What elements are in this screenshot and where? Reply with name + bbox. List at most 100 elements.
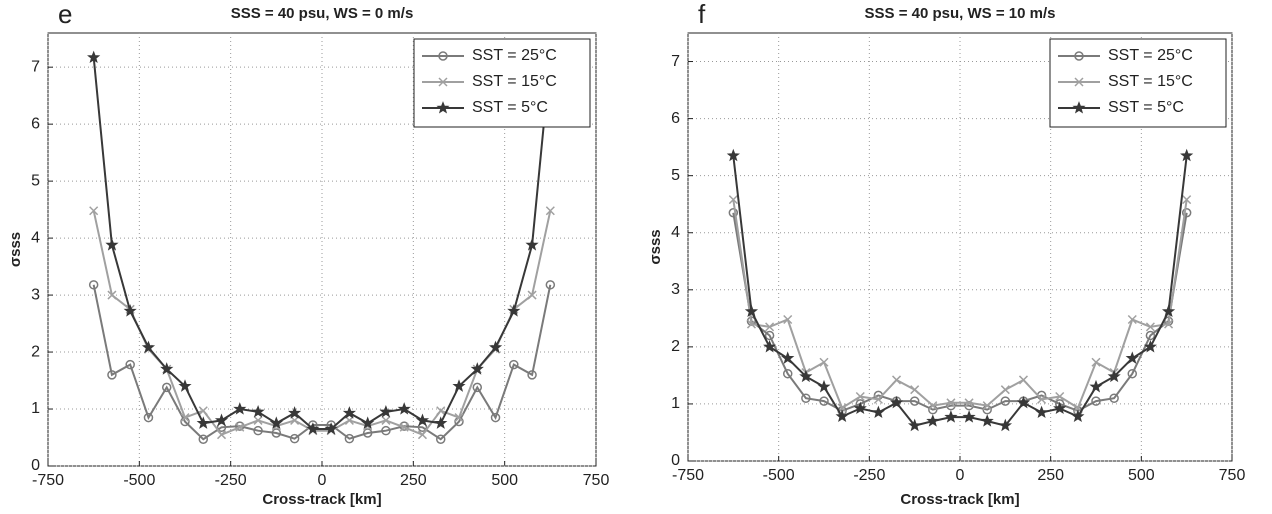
marker [344,415,354,425]
marker [527,290,537,300]
x-tick-label: 0 [318,472,327,489]
series-line [732,212,1188,412]
legend-label: SST = 25°C [472,47,557,64]
y-tick-label: 5 [31,172,40,189]
x-tick-label: -750 [32,472,64,489]
marker [1018,375,1029,385]
x-axis-label: Cross-track [km] [900,491,1019,508]
marker [1127,368,1138,379]
marker [928,401,938,411]
marker [1163,319,1174,329]
legend-marker [1074,51,1084,61]
x-tick-label: 500 [491,472,518,489]
marker [1182,195,1192,205]
marker [436,406,446,416]
marker [1091,357,1101,367]
marker [417,430,427,440]
marker [1037,394,1047,404]
series-line [92,284,552,441]
marker [269,416,283,429]
marker [545,206,555,216]
marker [125,359,135,370]
marker [233,402,247,415]
marker [178,379,192,392]
marker [89,206,99,216]
legend-label: SST = 15°C [472,73,557,90]
x-tick-label: 750 [1219,467,1246,484]
marker [1053,401,1067,415]
marker [1071,409,1085,423]
marker [1016,395,1031,409]
marker [799,369,813,383]
marker [728,195,738,205]
marker [1000,385,1010,395]
marker [509,359,519,370]
x-tick-label: 0 [956,467,965,484]
x-tick-label: 250 [400,472,427,489]
y-tick-label: 6 [671,110,680,127]
marker [944,410,958,423]
marker [342,406,356,419]
marker [271,428,282,438]
marker [527,370,537,380]
y-tick-label: 2 [31,343,40,360]
y-tick-label: 2 [671,338,680,355]
x-tick-label: -500 [763,467,795,484]
marker [819,396,829,406]
marker [1055,391,1065,402]
marker [180,413,190,423]
marker [87,50,101,64]
marker [817,379,831,393]
marker [344,433,355,444]
legend-marker [438,51,448,61]
marker [198,434,209,444]
marker [998,418,1013,432]
marker [470,362,484,375]
marker [143,412,154,423]
y-axis-label: σsss [7,232,24,267]
marker [1107,369,1121,383]
legend-label: SST = 5°C [472,99,548,116]
y-tick-label: 5 [671,167,680,184]
marker [964,398,974,408]
marker [381,415,391,425]
marker [251,404,265,418]
marker [892,375,902,385]
marker [488,340,503,354]
marker [107,290,117,300]
legend-label: SST = 5°C [1108,99,1184,116]
marker [871,405,885,419]
marker [1000,396,1011,406]
marker [728,208,739,218]
marker [253,425,263,436]
x-tick-label: -500 [123,472,155,489]
y-axis-label: σsss [647,229,664,264]
y-tick-label: 1 [671,395,680,412]
y-tick-label: 0 [671,452,680,469]
marker [362,428,373,438]
marker [763,340,777,353]
marker [907,418,922,432]
marker [88,280,99,290]
marker [289,433,300,444]
marker [889,395,904,409]
y-tick-label: 7 [671,53,680,70]
marker [910,385,920,395]
y-tick-label: 4 [31,229,40,246]
marker [434,416,448,429]
marker [105,237,119,251]
y-tick-label: 6 [31,115,40,132]
marker [962,410,976,423]
marker [744,304,759,318]
marker [525,237,539,251]
y-tick-label: 3 [31,286,40,303]
marker [764,330,775,341]
legend-marker [1074,77,1084,87]
series-line [732,155,1188,427]
marker [324,422,338,435]
marker [765,322,775,332]
marker [288,406,302,419]
x-tick-label: -750 [672,467,704,484]
legend-marker [436,101,450,114]
